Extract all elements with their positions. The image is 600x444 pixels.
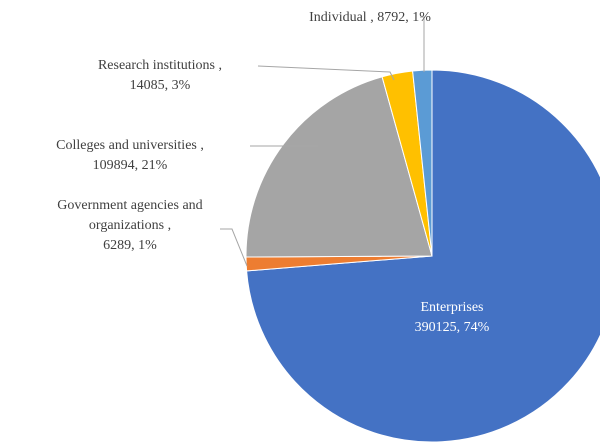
leader-line [220,228,248,267]
data-label: Government agencies and organizations , 6… [40,196,220,256]
pie-slice [246,69,600,443]
category-label: Individual [309,10,367,25]
data-label: Enterprises 390125, 74% [352,298,552,338]
pie-slice [412,69,433,257]
category-label: Enterprises [420,300,484,315]
data-label: Colleges and universities , 109894, 21% [10,136,250,176]
value-label: 390125, 74% [414,320,490,335]
label-line: 390125, 74% [352,318,552,338]
label-line: 109894, 21% [10,156,250,176]
category-label: Research institutions [97,58,216,73]
leader-line [257,65,395,81]
label-separator: , [196,138,204,153]
label-line: Colleges and universities , [10,136,250,156]
category-label: Government agencies and organizations [57,198,203,233]
category-label: Colleges and universities [56,138,197,153]
label-separator: , [366,10,374,25]
pie-slice [245,76,433,258]
label-line: 6289, 1% [40,236,220,256]
label-line: Individual , 8792, 1% [300,8,440,28]
value-label: 8792, 1% [377,10,431,25]
value-label: 6289, 1% [103,238,157,253]
value-label: 14085, 3% [129,78,191,93]
data-label: Individual , 8792, 1% [300,8,440,28]
label-separator: , [215,58,223,73]
label-separator: , [164,218,172,233]
label-line: 14085, 3% [60,76,260,96]
label-line: Government agencies and organizations , [40,196,220,236]
leader-line [420,16,425,72]
data-label: Research institutions , 14085, 3% [60,56,260,96]
value-label: 109894, 21% [92,158,168,173]
label-line: Research institutions , [60,56,260,76]
label-line: Enterprises [352,298,552,318]
